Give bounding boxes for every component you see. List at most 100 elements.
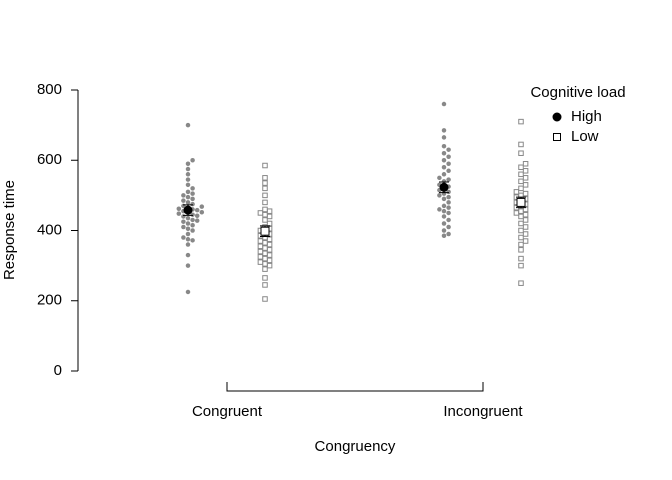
point xyxy=(185,166,191,172)
point xyxy=(441,143,447,149)
point xyxy=(522,182,529,188)
point xyxy=(185,237,191,242)
mean-marker xyxy=(183,205,193,215)
point xyxy=(185,122,191,128)
y-tick-label: 400 xyxy=(37,221,62,238)
point xyxy=(266,257,273,264)
point xyxy=(185,200,191,205)
x-axis-bracket xyxy=(226,382,484,392)
point xyxy=(513,189,520,195)
point xyxy=(262,162,268,169)
point xyxy=(257,238,264,244)
point xyxy=(262,250,268,257)
point xyxy=(262,180,268,186)
point xyxy=(257,243,264,250)
point xyxy=(446,177,451,182)
legend-label: High xyxy=(571,108,602,125)
point xyxy=(441,135,447,140)
point xyxy=(437,193,442,198)
point xyxy=(262,245,268,251)
point xyxy=(266,241,273,248)
point xyxy=(262,199,268,206)
point xyxy=(441,208,447,214)
point xyxy=(446,154,451,159)
point xyxy=(266,247,273,253)
point xyxy=(194,213,200,218)
point xyxy=(518,234,524,241)
point xyxy=(185,189,191,195)
point xyxy=(194,207,200,213)
point xyxy=(181,219,186,224)
point xyxy=(190,186,195,191)
point xyxy=(185,194,191,200)
point xyxy=(446,224,451,230)
point xyxy=(446,194,451,200)
x-tick-label: Incongruent xyxy=(443,403,523,420)
point xyxy=(518,208,524,214)
point xyxy=(262,266,268,272)
point xyxy=(262,185,268,192)
y-axis-label: Response time xyxy=(1,180,18,280)
point xyxy=(441,172,447,177)
x-axis-label: Congruency xyxy=(315,438,396,455)
point xyxy=(266,252,273,258)
point xyxy=(185,289,191,295)
point xyxy=(185,161,191,167)
point xyxy=(262,211,268,218)
point xyxy=(522,217,529,223)
point xyxy=(262,175,268,181)
point xyxy=(266,236,273,243)
point xyxy=(190,228,195,233)
point xyxy=(518,262,524,269)
point xyxy=(266,262,273,269)
mean-marker xyxy=(260,226,270,236)
point xyxy=(513,210,520,216)
point xyxy=(185,252,191,258)
point xyxy=(441,203,447,209)
x-tick-label: Congruent xyxy=(192,403,263,420)
point xyxy=(181,198,186,203)
point xyxy=(518,280,524,286)
point xyxy=(185,242,191,247)
y-tick-label: 600 xyxy=(37,151,62,168)
point xyxy=(518,185,524,192)
point xyxy=(262,192,268,199)
point xyxy=(262,296,268,302)
mean-marker xyxy=(439,182,449,192)
point xyxy=(437,175,442,181)
point xyxy=(518,150,524,156)
point xyxy=(181,235,186,240)
point xyxy=(266,213,273,220)
point xyxy=(437,207,442,212)
point xyxy=(262,255,268,262)
point xyxy=(262,240,268,246)
point xyxy=(185,263,191,268)
point xyxy=(441,221,447,226)
point xyxy=(446,217,451,223)
point xyxy=(176,206,182,211)
point xyxy=(181,214,186,219)
point xyxy=(181,224,186,230)
point xyxy=(446,200,451,205)
point xyxy=(199,204,205,209)
point xyxy=(518,141,524,148)
point xyxy=(446,205,451,210)
point xyxy=(446,168,451,174)
point xyxy=(190,196,195,202)
point xyxy=(190,158,195,163)
point xyxy=(262,275,268,281)
mean-marker xyxy=(516,197,526,207)
point xyxy=(190,201,195,207)
point xyxy=(185,231,191,237)
point xyxy=(446,231,451,237)
point xyxy=(441,128,447,133)
point xyxy=(257,210,264,216)
point xyxy=(522,161,529,167)
point xyxy=(518,227,524,234)
point xyxy=(522,175,529,181)
point xyxy=(257,259,264,265)
point xyxy=(257,233,264,239)
point xyxy=(518,241,524,248)
point xyxy=(181,193,186,198)
